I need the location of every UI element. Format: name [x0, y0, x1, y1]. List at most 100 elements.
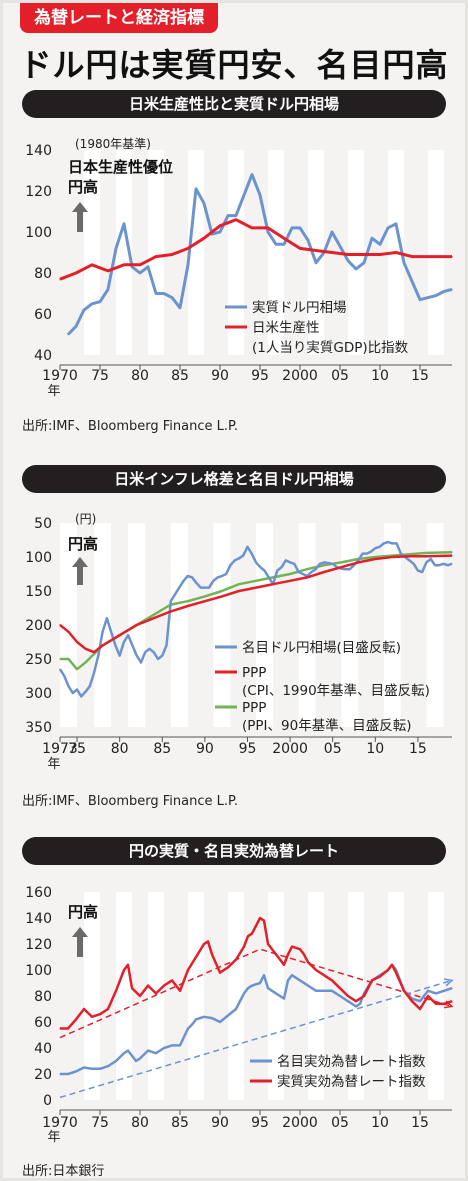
data-point: [339, 987, 341, 989]
data-point: [276, 570, 278, 572]
data-point: [219, 225, 221, 227]
data-point: [91, 303, 93, 305]
data-point: [391, 556, 393, 558]
data-point: [408, 555, 410, 557]
data-point: [107, 270, 109, 272]
data-point: [287, 953, 289, 955]
data-point: [417, 570, 419, 572]
base-note: (円): [75, 512, 96, 526]
chart1-source: 出所:IMF、Bloomberg Finance L.P.: [22, 419, 238, 434]
data-point: [203, 943, 205, 945]
data-point: [363, 253, 365, 256]
x-tick-label: 80: [111, 741, 129, 757]
data-point: [419, 299, 421, 301]
data-point: [178, 587, 180, 589]
data-point: [115, 247, 117, 249]
data-point: [421, 571, 423, 573]
data-point: [102, 631, 104, 633]
data-point: [131, 266, 133, 268]
data-point: [195, 188, 197, 190]
data-point: [363, 995, 365, 997]
arrow-label: 円高: [68, 903, 98, 921]
data-point: [447, 564, 449, 566]
y-tick-label: 60: [34, 307, 52, 323]
data-point: [127, 1050, 129, 1052]
shade-band-3: [188, 892, 204, 1100]
data-point: [340, 561, 342, 564]
data-point: [243, 992, 245, 994]
data-point: [107, 288, 109, 290]
data-point: [147, 1050, 149, 1052]
data-point: [191, 576, 193, 578]
data-point: [131, 987, 133, 989]
data-point: [135, 1060, 137, 1062]
data-point: [93, 672, 95, 674]
data-point: [221, 590, 223, 592]
data-point: [430, 558, 432, 560]
shade-band-1: [116, 892, 132, 1100]
year-unit-label: 年: [47, 1130, 60, 1145]
productivity-chart: 40 60 80 100 120 140 1970 75 80 85 90 95 2000 05 10 15 年…: [25, 136, 453, 399]
data-point: [211, 953, 213, 955]
x-tick-label: 10: [366, 741, 384, 757]
data-point: [207, 940, 209, 942]
data-point: [451, 987, 453, 989]
data-point: [203, 1016, 205, 1018]
data-point: [403, 990, 405, 992]
data-point: [293, 563, 295, 565]
chart3-title-bar: 円の実質・名目実効為替レート: [22, 837, 446, 865]
data-point: [115, 1060, 117, 1062]
data-point: [302, 573, 304, 575]
data-point: [363, 262, 365, 264]
data-point: [84, 648, 87, 650]
data-point: [427, 995, 429, 997]
data-point: [347, 253, 349, 256]
data-point: [136, 655, 138, 657]
data-point: [139, 995, 141, 997]
category-tag: 為替レートと経済指標: [20, 3, 218, 33]
data-point: [419, 1000, 421, 1002]
x-tick-label: 1970: [42, 1115, 78, 1131]
data-point: [123, 969, 125, 971]
data-point: [187, 247, 189, 249]
data-point: [291, 946, 293, 948]
data-point: [435, 1003, 437, 1005]
shade-band-5: [256, 523, 274, 727]
y-tick-label: 150: [25, 584, 52, 600]
x-tick-label: 10: [371, 1115, 389, 1131]
data-point: [255, 580, 257, 582]
data-point: [395, 251, 397, 254]
data-point: [307, 239, 309, 241]
data-point: [299, 948, 301, 950]
data-point: [219, 972, 221, 974]
data-point: [171, 1044, 173, 1046]
data-point: [370, 550, 372, 553]
data-point: [235, 959, 237, 961]
data-point: [267, 227, 269, 229]
data-point: [355, 268, 357, 270]
data-point: [195, 582, 197, 584]
data-point: [451, 288, 453, 290]
x-tick-label: 2000: [272, 741, 308, 757]
shade-band-9: [426, 523, 444, 727]
shade-band-5: [268, 150, 284, 355]
data-point: [383, 542, 385, 544]
data-point: [451, 1000, 453, 1002]
x-tick-label: 05: [331, 368, 349, 384]
data-point: [115, 990, 117, 992]
up-arrow-icon: [72, 202, 88, 232]
data-point: [99, 1013, 101, 1015]
shade-band-4: [228, 150, 244, 355]
data-point: [246, 546, 249, 548]
data-point: [171, 979, 173, 981]
y-tick-label: 160: [25, 885, 52, 901]
data-point: [379, 253, 381, 256]
data-point: [136, 624, 138, 626]
data-point: [443, 1003, 445, 1005]
data-point: [80, 695, 82, 697]
data-point: [59, 1027, 61, 1030]
chart1-title-bar: 日米生産性比と実質ドル円相場: [22, 90, 446, 118]
data-point: [123, 223, 125, 225]
x-tick-label: 2000: [282, 368, 318, 384]
data-point: [425, 561, 428, 564]
